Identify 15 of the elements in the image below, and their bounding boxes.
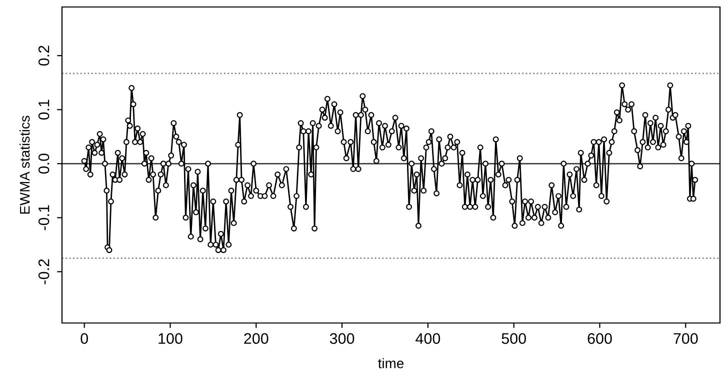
y-tick-label: -0.1 [38,205,50,230]
y-tick-label: 0.1 [38,100,50,120]
y-axis-title: EWMA statistics [20,116,30,214]
x-tick-label: 200 [244,333,268,344]
x-tick-label: 600 [588,333,612,344]
x-tick-label: 100 [158,333,182,344]
x-tick-label: 700 [674,333,698,344]
y-tick-label: -0.2 [38,259,50,284]
x-tick-label: 400 [416,333,440,344]
x-tick-label: 500 [502,333,526,344]
y-tick-label: 0.0 [38,154,50,174]
x-tick-label: 300 [330,333,354,344]
x-tick-label: 0 [80,333,88,344]
x-axis-title: time [378,358,404,368]
y-tick-label: 0.2 [38,46,50,66]
